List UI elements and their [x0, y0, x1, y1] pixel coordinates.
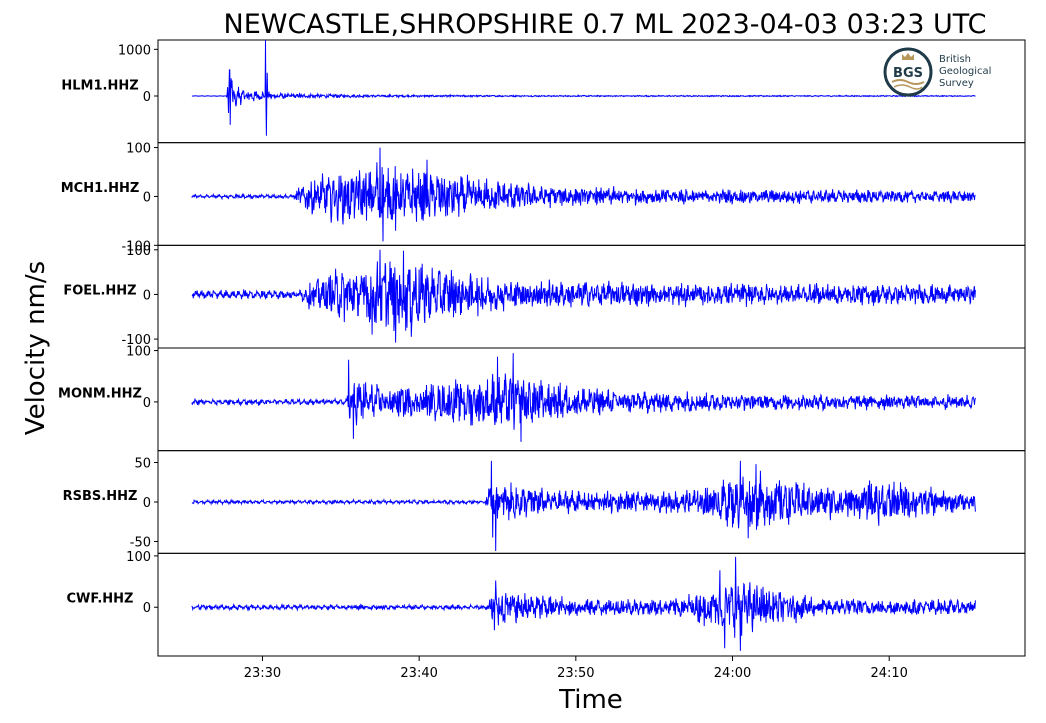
x-tick-label: 23:50 [557, 666, 594, 681]
logo-wave-icon [891, 79, 925, 85]
panel-monm-hhz: MONM.HHZ 100 0 [58, 345, 1026, 452]
logo-abbr: BGS [893, 66, 923, 81]
station-label: CWF.HHZ [67, 592, 134, 607]
y-tick-label: -50 [130, 535, 151, 550]
x-axis: 23:30 23:40 23:50 24:00 24:10 [244, 656, 908, 681]
y-axis-label: Velocity nm/s [21, 261, 51, 435]
waveform-trace [191, 39, 976, 136]
waveform-trace [191, 353, 976, 442]
station-label: MONM.HHZ [58, 386, 142, 401]
y-tick-label: -100 [121, 239, 151, 254]
crown-icon [902, 53, 914, 60]
panel-cwf-hhz: CWF.HHZ 100 0 [67, 550, 1026, 657]
waveform-trace [191, 556, 976, 651]
y-tick-label: 1000 [118, 43, 151, 58]
x-tick-label: 24:00 [714, 666, 751, 681]
y-tick-label: 100 [126, 142, 151, 157]
station-label: MCH1.HHZ [61, 181, 140, 196]
x-tick-label: 23:40 [400, 666, 437, 681]
station-label: FOEL.HHZ [63, 284, 136, 299]
logo-wave-icon-2 [893, 84, 923, 90]
waveform-trace [191, 460, 976, 552]
y-tick-label: 50 [134, 457, 151, 472]
y-tick-label: 0 [143, 90, 151, 105]
x-tick-label: 23:30 [244, 666, 281, 681]
station-label: HLM1.HHZ [61, 78, 138, 93]
chart-title: NEWCASTLE,SHROPSHIRE 0.7 ML 2023-04-03 0… [224, 9, 987, 40]
panel-foel-hhz: FOEL.HHZ 100 0 -100 [63, 244, 1026, 349]
y-tick-label: 0 [143, 288, 151, 303]
y-tick-label: 100 [126, 345, 151, 360]
waveform-trace [191, 147, 976, 242]
station-label: RSBS.HHZ [63, 489, 138, 504]
panel-hlm1-hhz: HLM1.HHZ 1000 0 [61, 39, 1026, 144]
y-tick-label: 0 [143, 396, 151, 411]
panel-mch1-hhz: MCH1.HHZ 100 0 -100 [61, 142, 1026, 254]
bgs-logo: BGS British Geological Survey [883, 47, 991, 97]
logo-line-1: British [939, 54, 971, 65]
y-tick-label: 100 [126, 550, 151, 565]
y-tick-label: 0 [143, 496, 151, 511]
x-tick-label: 24:10 [870, 666, 907, 681]
logo-line-2: Geological [939, 66, 991, 77]
waveform-trace [191, 249, 976, 343]
panels: HLM1.HHZ10000MCH1.HHZ1000-100FOEL.HHZ100… [58, 39, 1026, 657]
y-tick-label: -100 [121, 333, 151, 348]
x-axis-label: Time [558, 685, 623, 715]
panel-rsbs-hhz: RSBS.HHZ 50 0 -50 [63, 450, 1026, 554]
panel-frame [157, 552, 1026, 657]
logo-line-3: Survey [939, 78, 974, 89]
y-tick-label: 0 [143, 190, 151, 205]
y-tick-label: 0 [143, 601, 151, 616]
y-tick-label: 100 [126, 244, 151, 259]
